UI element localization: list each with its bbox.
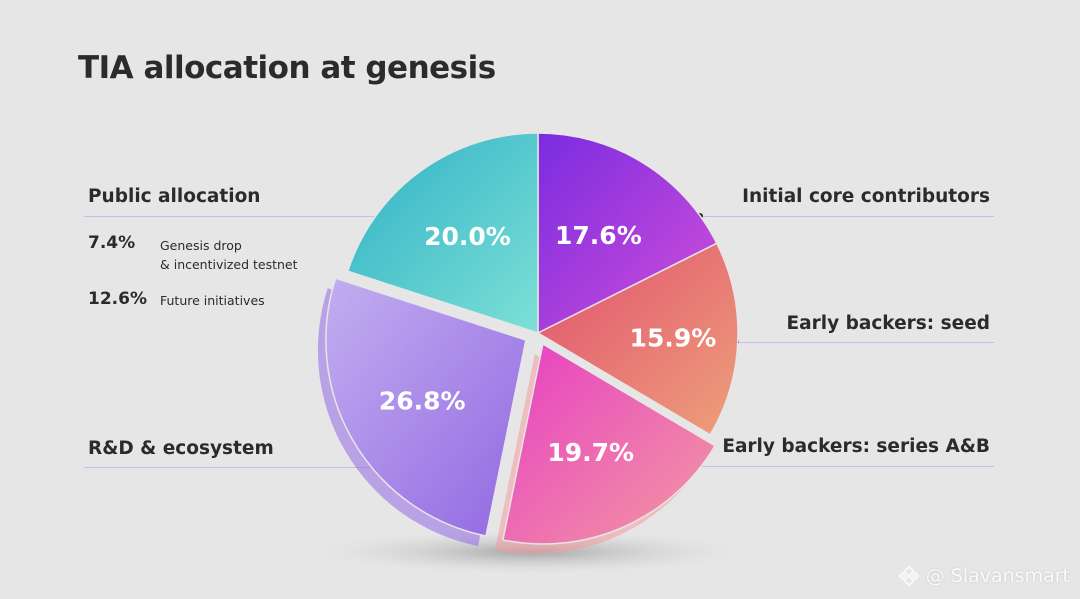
public-sub-pct-2: 12.6% — [88, 289, 147, 309]
label-public-allocation: Public allocation — [88, 186, 261, 207]
label-rd-ecosystem: R&D & ecosystem — [88, 438, 274, 459]
pie-slice-r-d-ecosystem — [325, 277, 527, 537]
pie-slice-early-backers-seed — [536, 242, 739, 436]
label-early-backers-series-ab: Early backers: series A&B — [722, 436, 990, 457]
public-sub-desc-2: Future initiatives — [160, 293, 265, 308]
pie-slice-label: 19.7% — [547, 438, 634, 467]
leader-initial-core-contributors — [700, 216, 994, 217]
pie-slice-label: 26.8% — [379, 386, 466, 415]
pie-slice-initial-core-contributors — [537, 132, 718, 335]
pie-slice-public-allocation — [346, 132, 539, 335]
pie-slice-label: 15.9% — [630, 324, 717, 353]
pie-slice-label: 20.0% — [424, 222, 511, 251]
leader-public-allocation — [84, 216, 380, 217]
leader-rd-ecosystem — [84, 467, 402, 468]
pie-slice-early-backers-series-a-b — [502, 342, 717, 545]
leader-early-backers-series-ab — [676, 466, 994, 467]
pie-slice-label: 17.6% — [555, 221, 642, 250]
label-early-backers-seed: Early backers: seed — [786, 313, 990, 334]
label-initial-core-contributors: Initial core contributors — [742, 186, 990, 207]
watermark-text: @ Slavansmart — [925, 565, 1070, 587]
public-sub-desc-1-line1: Genesis drop — [160, 238, 242, 253]
public-sub-desc-1: Genesis drop & incentivized testnet — [160, 236, 298, 274]
binance-diamond-icon — [898, 565, 920, 587]
leader-early-backers-seed — [736, 342, 994, 343]
watermark: @ Slavansmart — [898, 565, 1070, 587]
public-sub-desc-1-line2: & incentivized testnet — [160, 257, 298, 272]
public-sub-pct-1: 7.4% — [88, 233, 136, 253]
chart-title: TIA allocation at genesis — [78, 50, 496, 86]
